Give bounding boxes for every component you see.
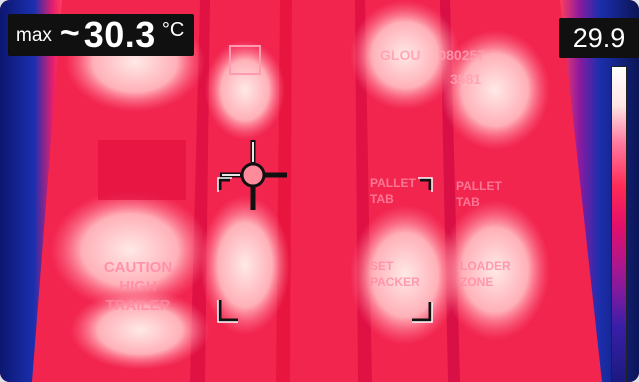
marking-text: PALLET [370, 176, 416, 190]
measurement-box-corners [218, 178, 432, 322]
marking-text: ZONE [460, 275, 494, 289]
marking-code: GLOU 080257 3581 [380, 47, 485, 87]
marking-mid-right: PALLET TAB [456, 178, 502, 210]
marking-text: PACKER [370, 275, 420, 289]
max-temperature-value: 30.3 [83, 14, 156, 55]
marking-text: CAUTION [103, 259, 173, 276]
marking-mid-left: PALLET TAB [370, 175, 416, 207]
max-temperature-readout: max ~ 30.3 °C [8, 14, 195, 56]
marking-text: HIGH [119, 278, 157, 295]
marking-text: 3581 [450, 71, 482, 87]
scale-max-value: 29.9 [559, 18, 639, 58]
color-scale-bar [611, 66, 627, 382]
marking-text: LOADER [460, 259, 511, 273]
marking-low-right: LOADER ZONE [460, 258, 511, 290]
temperature-unit: °C [161, 19, 185, 41]
marking-text: TAB [456, 195, 480, 209]
marking-low-left: SET PACKER [370, 258, 420, 290]
marking-text: TRAILER [105, 297, 171, 314]
marking-text: 080257 [438, 47, 486, 63]
marking-left: CAUTION HIGH TRAILER [98, 258, 178, 315]
marking-text: GLOU [380, 47, 421, 63]
max-label: max [16, 24, 52, 46]
approx-symbol: ~ [59, 14, 80, 52]
marking-text: PALLET [456, 179, 502, 193]
marking-text: SET [370, 259, 394, 273]
marking-text: TAB [370, 192, 394, 206]
